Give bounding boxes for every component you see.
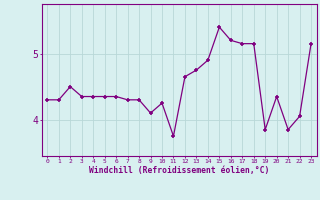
- X-axis label: Windchill (Refroidissement éolien,°C): Windchill (Refroidissement éolien,°C): [89, 166, 269, 175]
